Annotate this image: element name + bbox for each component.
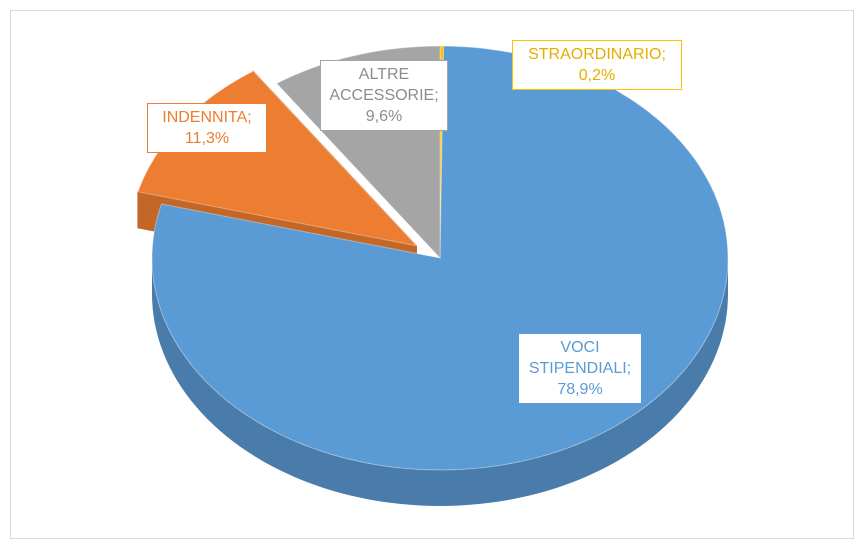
slice-side (152, 258, 728, 506)
label-category: VOCI STIPENDIALI (528, 339, 627, 377)
label-category: INDENNITA (162, 109, 248, 126)
label-value: 9,6% (365, 108, 403, 125)
data-label: ALTRE ACCESSORIE; 9,6% (320, 60, 448, 131)
data-label: STRAORDINARIO; 0,2% (512, 40, 682, 90)
label-value: 78,9% (557, 381, 603, 398)
label-value: 0,2% (578, 67, 616, 84)
data-label: VOCI STIPENDIALI; 78,9% (518, 333, 642, 404)
label-category: STRAORDINARIO (528, 46, 662, 63)
label-separator: ; (434, 87, 439, 104)
label-separator: ; (626, 360, 632, 377)
label-category: ALTRE ACCESSORIE (329, 66, 435, 104)
label-separator: ; (661, 46, 666, 63)
label-separator: ; (247, 109, 252, 126)
data-label: INDENNITA; 11,3% (147, 103, 267, 153)
label-value: 11,3% (184, 130, 230, 147)
